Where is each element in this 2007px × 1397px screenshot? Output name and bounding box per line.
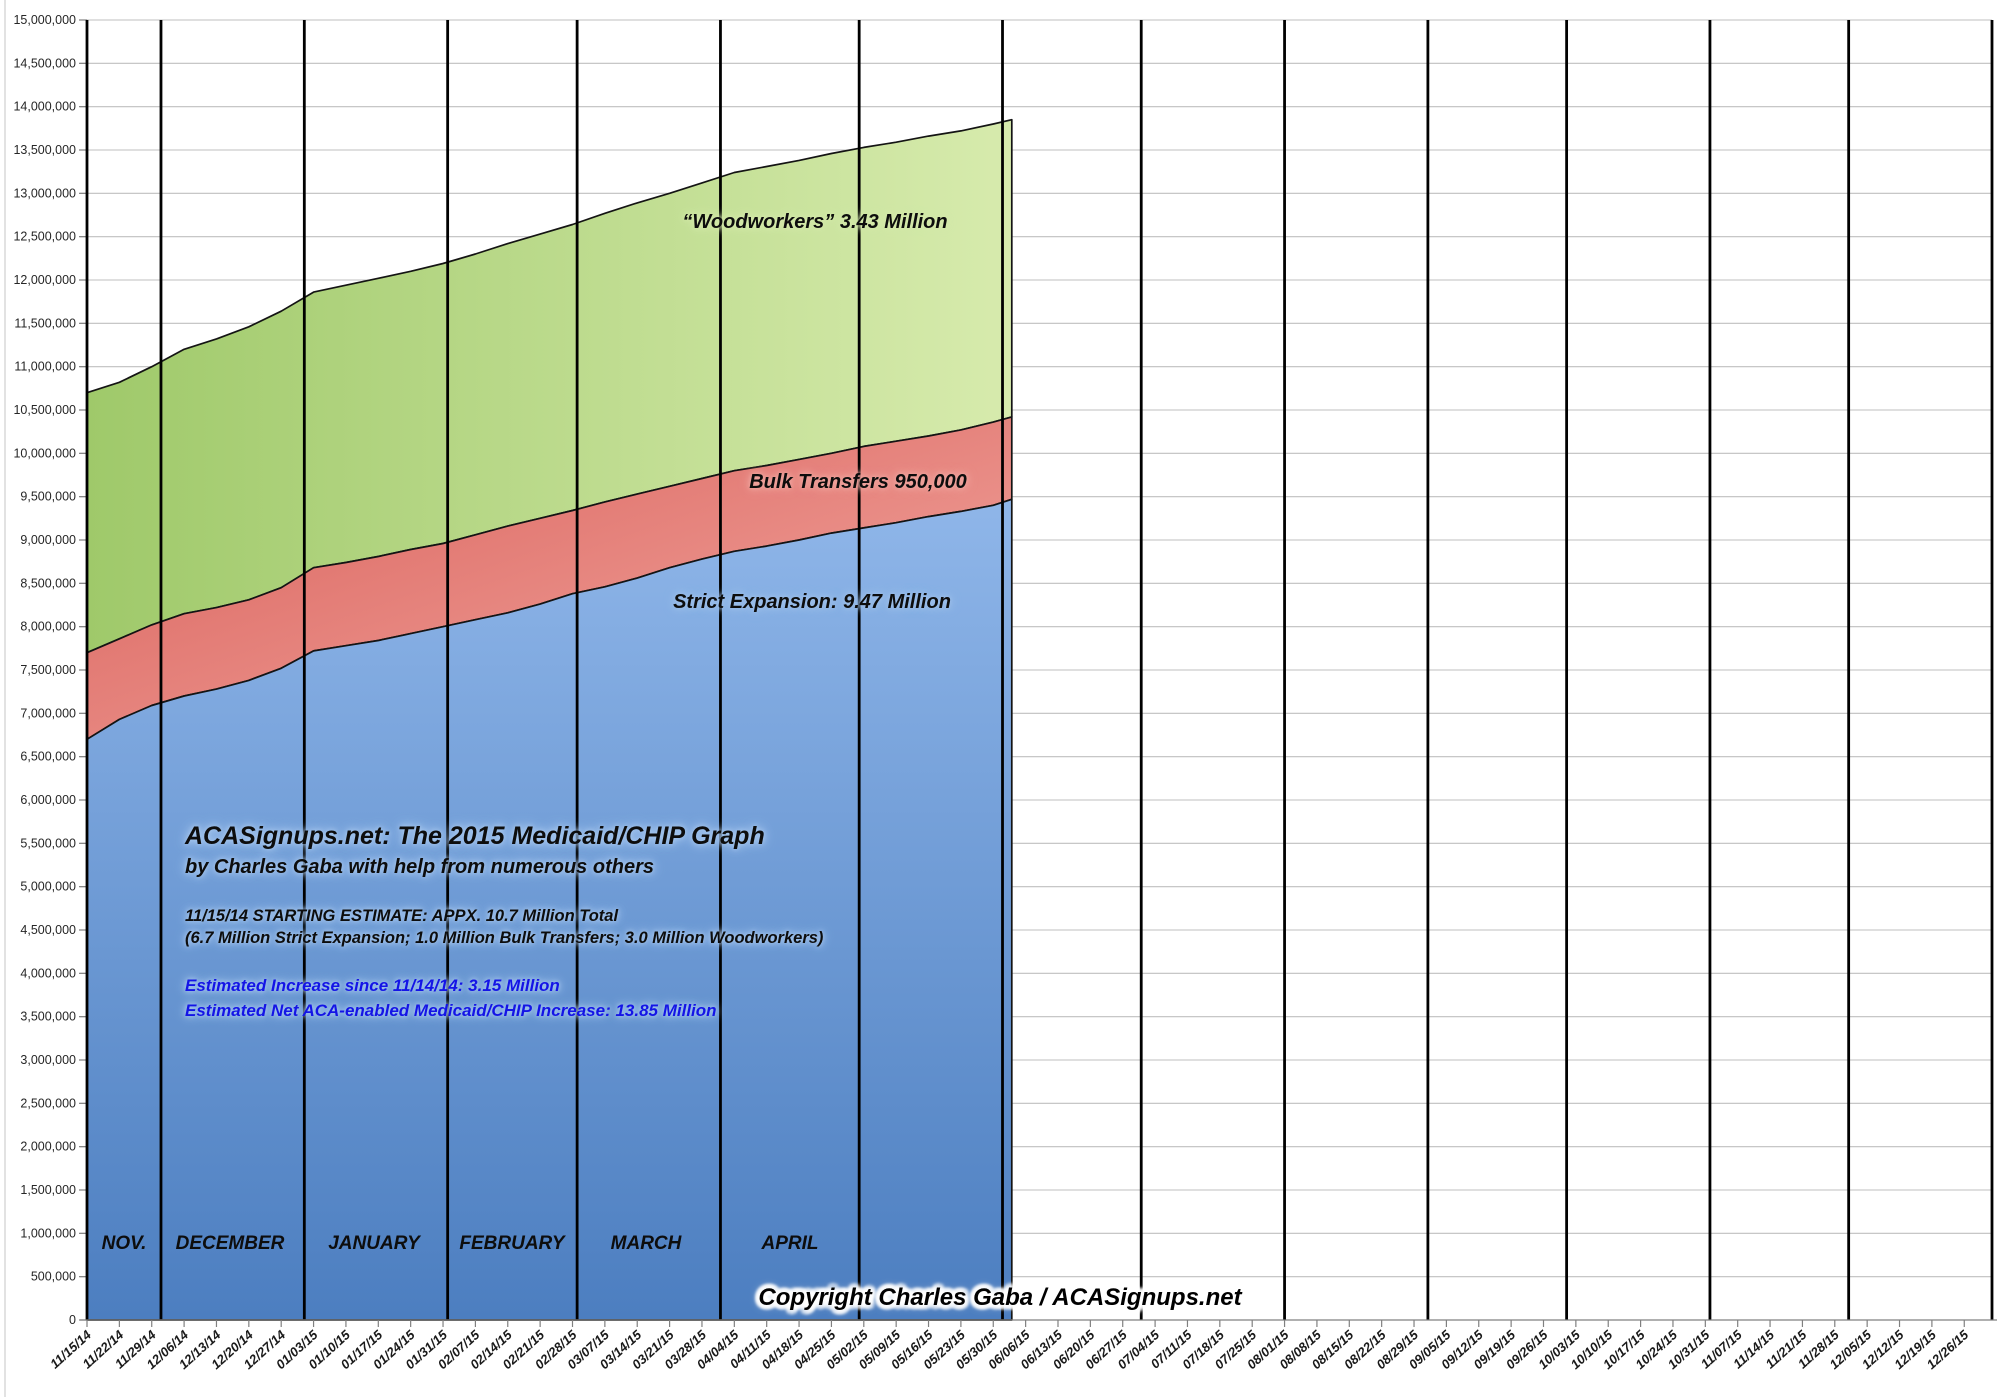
y-tick-label: 0	[69, 1313, 76, 1327]
y-tick-label: 7,500,000	[20, 663, 76, 677]
y-tick-label: 12,000,000	[13, 273, 76, 287]
y-tick-label: 2,000,000	[20, 1140, 76, 1154]
copyright-watermark: Copyright Charles Gaba / ACASignups.net	[758, 1284, 1242, 1311]
y-tick-label: 7,000,000	[20, 706, 76, 720]
y-tick-label: 10,500,000	[13, 403, 76, 417]
x-axis-ticks	[86, 1320, 1965, 1327]
y-tick-label: 500,000	[31, 1270, 76, 1284]
y-tick-label: 1,500,000	[20, 1183, 76, 1197]
series-label-bulk-transfers: Bulk Transfers 950,000	[749, 471, 967, 493]
month-label-nov: NOV.	[101, 1233, 147, 1254]
y-tick-label: 12,500,000	[13, 230, 76, 244]
y-gridlines	[79, 19, 1992, 1321]
y-tick-label: 3,500,000	[20, 1010, 76, 1024]
estimated-net-increase-note: Estimated Net ACA-enabled Medicaid/CHIP …	[185, 1001, 717, 1020]
month-label-december: DECEMBER	[175, 1233, 285, 1254]
series-label-strict-expansion: Strict Expansion: 9.47 Million	[673, 591, 951, 613]
starting-estimate-line2: (6.7 Million Strict Expansion; 1.0 Milli…	[185, 929, 824, 947]
y-tick-label: 2,500,000	[20, 1096, 76, 1110]
y-tick-label: 13,000,000	[13, 186, 76, 200]
x-axis-labels: 11/15/1411/22/1411/29/1412/06/1412/13/14…	[47, 1327, 1972, 1373]
y-tick-label: 15,000,000	[13, 13, 76, 27]
y-tick-label: 6,000,000	[20, 793, 76, 807]
series-label-woodworkers: “Woodworkers” 3.43 Million	[682, 211, 948, 233]
y-tick-label: 1,000,000	[20, 1226, 76, 1240]
y-tick-label: 3,000,000	[20, 1053, 76, 1067]
chart-subtitle: by Charles Gaba with help from numerous …	[185, 856, 654, 878]
y-tick-label: 8,000,000	[20, 620, 76, 634]
y-tick-label: 9,500,000	[20, 490, 76, 504]
y-tick-label: 5,000,000	[20, 880, 76, 894]
y-tick-label: 11,500,000	[14, 316, 76, 330]
month-label-february: FEBRUARY	[459, 1233, 565, 1254]
y-tick-label: 14,500,000	[13, 56, 76, 70]
y-tick-label: 14,000,000	[13, 100, 76, 114]
y-tick-label: 10,000,000	[13, 446, 76, 460]
chart-title: ACASignups.net: The 2015 Medicaid/CHIP G…	[185, 822, 765, 850]
month-label-january: JANUARY	[328, 1233, 420, 1254]
y-tick-label: 5,500,000	[20, 836, 76, 850]
y-tick-label: 4,500,000	[20, 923, 76, 937]
y-tick-label: 9,000,000	[20, 533, 76, 547]
y-tick-label: 11,000,000	[14, 360, 76, 374]
y-axis-labels: 0 500,000 1,000,000 1,500,000 2,000,000 2,500…	[13, 13, 76, 1327]
month-label-april: APRIL	[761, 1233, 819, 1254]
y-tick-label: 13,500,000	[13, 143, 76, 157]
y-tick-label: 4,000,000	[20, 966, 76, 980]
area-strict-expansion	[86, 498, 1013, 1321]
estimated-increase-note: Estimated Increase since 11/14/14: 3.15 …	[185, 976, 560, 995]
starting-estimate-line1: 11/15/14 STARTING ESTIMATE: APPX. 10.7 M…	[185, 907, 619, 925]
month-label-march: MARCH	[610, 1233, 682, 1254]
area-series	[86, 118, 1013, 1321]
y-tick-label: 6,500,000	[20, 750, 76, 764]
y-tick-label: 8,500,000	[20, 576, 76, 590]
month-separator-lines	[85, 20, 1994, 1320]
